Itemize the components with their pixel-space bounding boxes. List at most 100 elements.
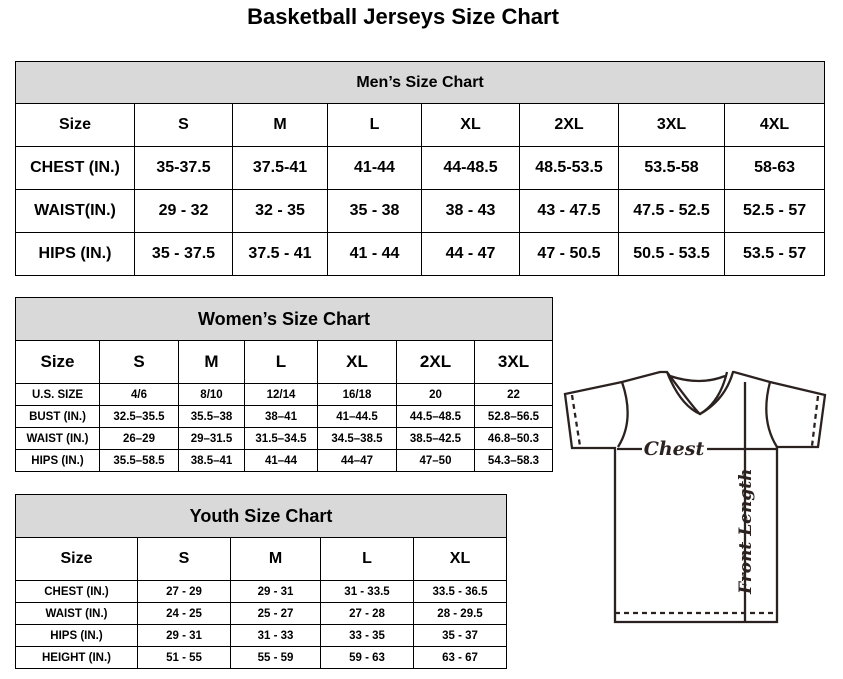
- table-cell: 33.5 - 36.5: [412, 580, 508, 603]
- column-header: XL: [421, 103, 520, 147]
- header-row: Size S M L XL 2XL 3XL 4XL: [15, 103, 826, 147]
- row-label: HIPS (IN.): [15, 624, 138, 647]
- table-cell: 46.8–50.3: [473, 427, 554, 450]
- table-cell: 38–41: [244, 405, 318, 428]
- table-cell: 33 - 35: [320, 624, 414, 647]
- column-header: M: [232, 103, 328, 147]
- column-header: S: [99, 340, 179, 384]
- row-label: HEIGHT (IN.): [15, 646, 138, 669]
- collar: [665, 371, 729, 416]
- table-cell: 35-37.5: [134, 146, 233, 190]
- table-cell: 58-63: [723, 146, 826, 190]
- table-cell: 44–47: [317, 449, 397, 472]
- men-caption: Men’s Size Chart: [14, 61, 826, 104]
- row-label: WAIST(IN.): [15, 189, 135, 233]
- table-cell: 31.5–34.5: [244, 427, 318, 450]
- column-header: L: [327, 103, 422, 147]
- table-cell: 26–29: [99, 427, 179, 450]
- table-cell: 47 - 50.5: [519, 232, 619, 276]
- table-cell: 25 - 27: [230, 602, 321, 625]
- table-cell: 47.5 - 52.5: [618, 189, 725, 233]
- page-title: Basketball Jerseys Size Chart: [247, 4, 559, 29]
- column-header: M: [230, 537, 321, 581]
- table-row: HIPS (IN.) 35.5–58.5 38.5–41 41–44 44–47 47–5…: [15, 449, 554, 472]
- front-length-label: Front Length: [736, 469, 756, 595]
- column-header: Size: [15, 537, 138, 581]
- column-header: L: [320, 537, 414, 581]
- table-row: WAIST (IN.) 24 - 25 25 - 27 27 - 28 28 - 29.…: [15, 602, 508, 625]
- table-cell: 28 - 29.5: [412, 602, 508, 625]
- table-cell: 44.5–48.5: [396, 405, 475, 428]
- table-cell: 53.5-58: [618, 146, 725, 190]
- row-label: CHEST (IN.): [15, 146, 135, 190]
- column-header: S: [134, 103, 233, 147]
- row-label: HIPS (IN.): [15, 449, 100, 472]
- row-label: HIPS (IN.): [15, 232, 135, 276]
- table-row: HIPS (IN.) 29 - 31 31 - 33 33 - 35 35 - 37: [15, 624, 508, 647]
- table-cell: 37.5-41: [232, 146, 328, 190]
- column-header: 2XL: [396, 340, 475, 384]
- womens-size-table: Women’s Size Chart Size S M L XL 2XL 3XL U.S. SI…: [14, 297, 554, 472]
- table-cell: 37.5 - 41: [232, 232, 328, 276]
- table-cell: 16/18: [317, 383, 397, 406]
- table-row: CHEST (IN.) 27 - 29 29 - 31 31 - 33.5 33.5 -…: [15, 580, 508, 603]
- row-label: WAIST (IN.): [15, 602, 138, 625]
- table-cell: 20: [396, 383, 475, 406]
- table-cell: 27 - 29: [137, 580, 231, 603]
- mens-size-table: Men’s Size Chart Size S M L XL 2XL 3XL 4XL CHEST …: [14, 61, 826, 276]
- table-cell: 31 - 33: [230, 624, 321, 647]
- table-cell: 29 - 31: [230, 580, 321, 603]
- column-header: 3XL: [618, 103, 725, 147]
- table-cell: 47–50: [396, 449, 475, 472]
- youth-caption: Youth Size Chart: [14, 494, 508, 538]
- table-cell: 32.5–35.5: [99, 405, 179, 428]
- table-row: WAIST (IN.) 26–29 29–31.5 31.5–34.5 34.5–38.…: [15, 427, 554, 450]
- table-cell: 31 - 33.5: [320, 580, 414, 603]
- table-cell: 54.3–58.3: [473, 449, 554, 472]
- table-row: HEIGHT (IN.) 51 - 55 55 - 59 59 - 63 63 - 67: [15, 646, 508, 669]
- table-cell: 43 - 47.5: [519, 189, 619, 233]
- table-cell: 44 - 47: [421, 232, 520, 276]
- column-header: XL: [317, 340, 397, 384]
- table-row: CHEST (IN.) 35-37.5 37.5-41 41-44 44-48.5 48.…: [15, 146, 826, 190]
- table-cell: 35 - 37.5: [134, 232, 233, 276]
- column-header: S: [137, 537, 231, 581]
- table-row: BUST (IN.) 32.5–35.5 35.5–38 38–41 41–44.5 44…: [15, 405, 554, 428]
- table-row: WAIST(IN.) 29 - 32 32 - 35 35 - 38 38 - 43 43…: [15, 189, 826, 233]
- table-cell: 53.5 - 57: [723, 232, 826, 276]
- table-cell: 12/14: [244, 383, 318, 406]
- table-row: HIPS (IN.) 35 - 37.5 37.5 - 41 41 - 44 44 - …: [15, 232, 826, 276]
- table-cell: 38.5–42.5: [396, 427, 475, 450]
- table-cell: 52.8–56.5: [473, 405, 554, 428]
- table-cell: 41-44: [327, 146, 422, 190]
- table-cell: 59 - 63: [320, 646, 414, 669]
- column-header: XL: [412, 537, 508, 581]
- shirt-outline: [563, 370, 827, 624]
- header-row: Size S M L XL: [15, 537, 508, 581]
- table-cell: 35 - 37: [412, 624, 508, 647]
- table-cell: 48.5-53.5: [519, 146, 619, 190]
- table-cell: 4/6: [99, 383, 179, 406]
- row-label: BUST (IN.): [15, 405, 100, 428]
- table-cell: 44-48.5: [421, 146, 520, 190]
- row-label: U.S. SIZE: [15, 383, 100, 406]
- table-cell: 34.5–38.5: [317, 427, 397, 450]
- column-header: M: [178, 340, 245, 384]
- table-cell: 8/10: [178, 383, 245, 406]
- column-header: Size: [15, 103, 135, 147]
- column-header: Size: [15, 340, 100, 384]
- column-header: L: [244, 340, 318, 384]
- table-row: U.S. SIZE 4/6 8/10 12/14 16/18 20 22: [15, 383, 554, 406]
- table-cell: 29 - 31: [137, 624, 231, 647]
- table-cell: 24 - 25: [137, 602, 231, 625]
- table-cell: 50.5 - 53.5: [618, 232, 725, 276]
- table-cell: 52.5 - 57: [723, 189, 826, 233]
- row-label: CHEST (IN.): [15, 580, 138, 603]
- table-cell: 27 - 28: [320, 602, 414, 625]
- table-cell: 29 - 32: [134, 189, 233, 233]
- table-cell: 41–44: [244, 449, 318, 472]
- column-header: 3XL: [473, 340, 554, 384]
- table-cell: 41 - 44: [327, 232, 422, 276]
- column-header: 4XL: [723, 103, 826, 147]
- row-label: WAIST (IN.): [15, 427, 100, 450]
